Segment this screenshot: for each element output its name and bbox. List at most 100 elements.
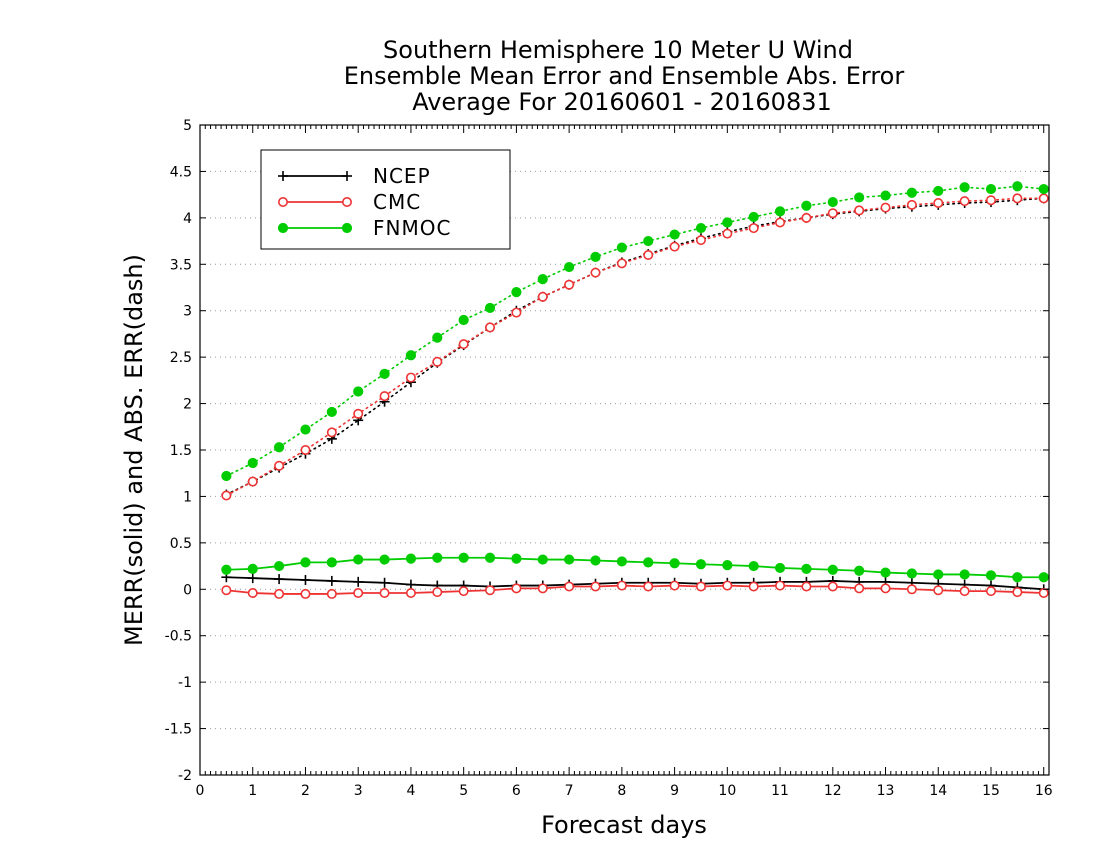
cmc-mean-error-point	[432, 587, 443, 598]
fnmoc-mean-error-point	[379, 554, 390, 565]
x-tick-label: 12	[824, 783, 842, 799]
fnmoc-abs-error-point	[959, 182, 970, 193]
fnmoc-mean-error-point	[221, 564, 232, 575]
ncep-mean-error-point	[300, 575, 311, 585]
cmc-mean-error-point	[537, 583, 548, 594]
y-tick-label: 0	[183, 582, 192, 598]
fnmoc-mean-error-point	[1012, 572, 1023, 583]
fnmoc-abs-error-point	[1012, 181, 1023, 192]
cmc-mean-error-point	[775, 580, 786, 591]
cmc-mean-error-point	[854, 583, 865, 594]
chart-title-line-3: Average For 20160601 - 20160831	[412, 88, 832, 116]
fnmoc-mean-error-point	[484, 552, 496, 563]
fnmoc-mean-error-point	[880, 567, 891, 578]
y-tick-label: 2	[183, 397, 192, 413]
cmc-abs-error-point	[247, 476, 258, 487]
ncep-mean-error-point	[326, 575, 337, 586]
fnmoc-mean-error-point	[590, 555, 601, 566]
cmc-abs-error-point	[775, 217, 786, 228]
cmc-abs-error-point	[590, 267, 601, 278]
x-tick-label: 13	[877, 783, 895, 799]
y-tick-label: -1	[178, 675, 192, 691]
cmc-mean-error-point	[933, 585, 944, 596]
y-axis-label: MERR(solid) and ABS. ERR(dash)	[120, 254, 148, 646]
cmc-abs-error-line	[225, 197, 1045, 497]
cmc-abs-error-point	[537, 291, 548, 302]
x-tick-label: 11	[771, 783, 789, 799]
ncep-abs-error-line	[225, 197, 1045, 496]
fnmoc-mean-error-point	[695, 559, 707, 570]
fnmoc-mean-error-point	[748, 560, 759, 572]
chart-title-line-2: Ensemble Mean Error and Ensemble Abs. Er…	[344, 62, 905, 90]
fnmoc-mean-error-point	[458, 552, 469, 563]
fnmoc-abs-error-point	[933, 185, 944, 197]
cmc-abs-error-point	[511, 307, 522, 318]
y-tick-label: 2.5	[170, 350, 192, 366]
cmc-abs-error-point	[485, 322, 496, 333]
cmc-abs-error-point	[959, 196, 970, 207]
x-tick-label: 4	[406, 783, 415, 799]
fnmoc-abs-error-point	[537, 274, 548, 285]
cmc-abs-error-point	[1012, 193, 1023, 204]
fnmoc-mean-error-point	[985, 570, 997, 581]
fnmoc-abs-error-point	[564, 261, 575, 273]
cmc-abs-error-point	[432, 356, 443, 367]
chart-title-line-1: Southern Hemisphere 10 Meter U Wind	[383, 36, 853, 64]
y-tick-label: 3.5	[170, 257, 192, 273]
fnmoc-abs-error-point	[590, 251, 601, 262]
fnmoc-mean-error-point	[854, 565, 865, 576]
fnmoc-mean-error-point	[353, 554, 364, 565]
fnmoc-abs-error-point	[748, 211, 759, 223]
x-tick-label: 6	[512, 783, 521, 799]
fnmoc-abs-error-point	[379, 368, 390, 379]
cmc-mean-error-point	[643, 581, 654, 592]
fnmoc-mean-error-point	[616, 556, 627, 567]
fnmoc-abs-error-point	[906, 187, 917, 198]
cmc-abs-error-point	[933, 198, 944, 209]
cmc-abs-error-point	[695, 235, 706, 246]
cmc-mean-error-point	[880, 583, 891, 594]
x-tick-label: 9	[670, 783, 679, 799]
fnmoc-mean-error-point	[906, 568, 917, 579]
y-axis-ticks: -2 -1.5 -1 -0.5 0 0.5 1 1.5 2 2.5 3 3.5 4 4.5 5	[165, 118, 1049, 784]
fnmoc-mean-error-point	[959, 569, 970, 580]
cmc-abs-error-point	[722, 228, 733, 239]
cmc-abs-error-point	[274, 460, 285, 471]
cmc-mean-error-point	[247, 587, 258, 598]
legend-marker	[341, 197, 352, 208]
fnmoc-mean-error-point	[669, 558, 680, 569]
cmc-mean-error-point	[801, 581, 812, 592]
fnmoc-mean-error-point	[643, 557, 654, 568]
cmc-abs-error-point	[643, 250, 654, 261]
fnmoc-abs-error-point	[669, 229, 680, 240]
cmc-abs-error-point	[300, 444, 311, 455]
fnmoc-mean-error-point	[564, 554, 575, 565]
series-fnmoc	[221, 181, 1049, 583]
fnmoc-abs-error-point	[458, 314, 469, 326]
legend-box	[260, 149, 511, 250]
cmc-mean-error-point	[616, 580, 627, 591]
fnmoc-abs-error-point	[880, 190, 891, 201]
fnmoc-mean-error-point	[722, 560, 733, 571]
y-tick-label: 5	[183, 118, 192, 134]
cmc-abs-error-point	[326, 427, 337, 438]
fnmoc-abs-error-point	[273, 442, 285, 453]
fnmoc-abs-error-point	[643, 235, 654, 247]
fnmoc-abs-error-point	[326, 406, 337, 418]
fnmoc-mean-error-point	[432, 552, 443, 563]
fnmoc-mean-error-point	[774, 562, 786, 574]
cmc-abs-error-point	[827, 208, 838, 219]
fnmoc-abs-error-point	[300, 424, 311, 435]
fnmoc-abs-error-point	[616, 242, 627, 253]
x-tick-label: 15	[982, 783, 1000, 799]
cmc-abs-error-point	[221, 490, 232, 501]
cmc-mean-error-point	[353, 587, 364, 598]
legend-marker	[277, 197, 288, 208]
cmc-mean-error-point	[379, 587, 390, 598]
cmc-abs-error-point	[748, 223, 759, 234]
x-tick-label: 16	[1035, 783, 1053, 799]
x-tick-label: 2	[301, 783, 310, 799]
fnmoc-abs-error-point	[801, 200, 812, 211]
